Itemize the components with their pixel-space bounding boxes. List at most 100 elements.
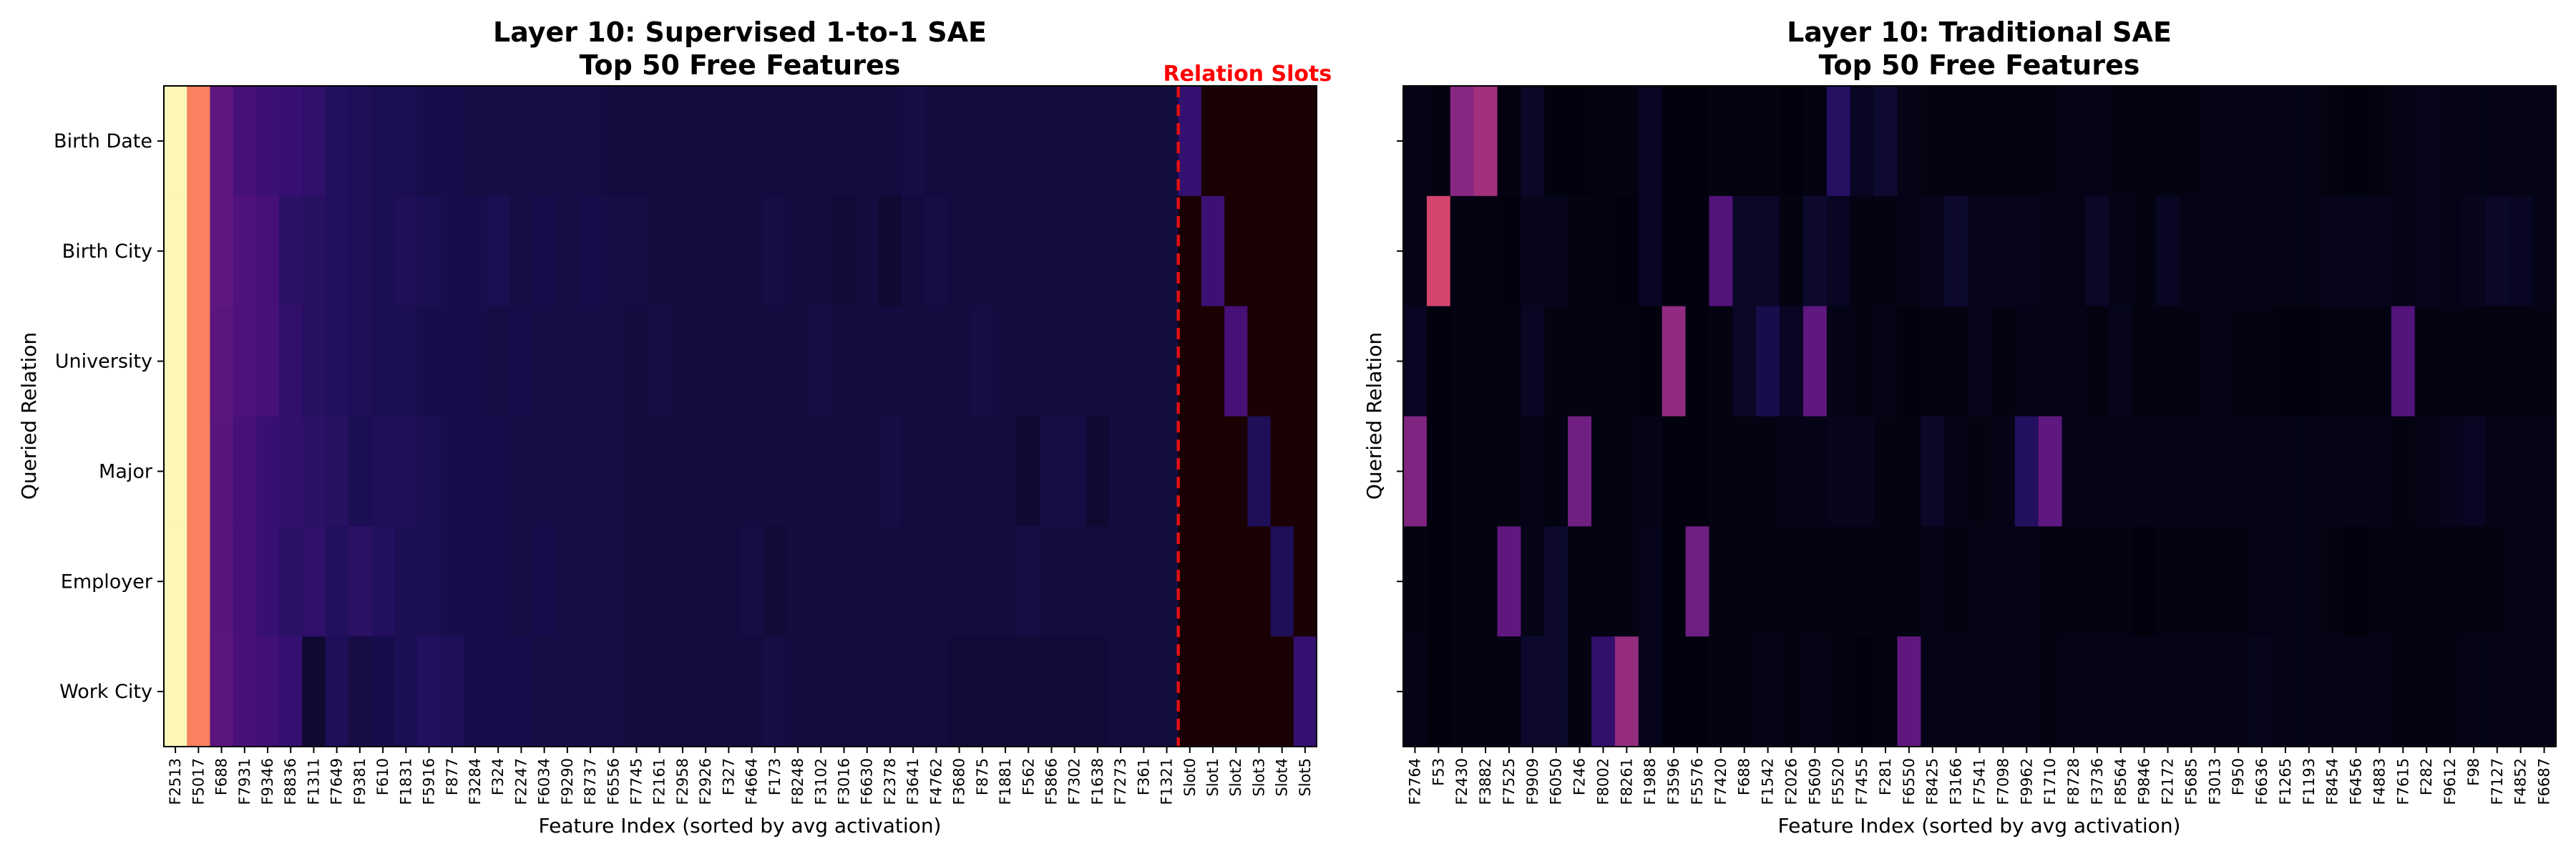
heatmap-cell [1921,636,1945,747]
heatmap-cell [2438,86,2463,197]
x-tick-label: F562 [1020,758,1037,795]
heatmap-cell [1732,416,1757,527]
heatmap-cell [1662,195,1687,307]
heatmap-cell [2462,526,2486,637]
heatmap-cell [1497,416,1521,527]
heatmap-cell [2109,86,2133,197]
heatmap-cell [2391,306,2416,417]
heatmap-cell [2414,526,2439,637]
heatmap-cell [2509,416,2533,527]
heatmap-cell [2014,526,2039,637]
heatmap-cell [1991,306,2016,417]
heatmap-cell [1802,526,1828,637]
heatmap-cell [1521,636,1545,747]
heatmap-cell [1968,86,1992,197]
y-tick-label: Work City [59,681,152,703]
heatmap-cell [648,416,672,527]
heatmap-cell [325,306,349,417]
heatmap-cell [1568,416,1592,527]
x-tick-label: F3013 [2206,758,2223,805]
heatmap-cell [1247,195,1272,307]
heatmap-cells [1403,86,2557,747]
heatmap-cell [1109,195,1133,307]
heatmap-cell [509,526,534,637]
heatmap-cell [1403,195,1428,307]
x-axis-label: Feature Index (sorted by avg activation) [1778,814,2181,838]
heatmap-cell [1991,526,2016,637]
heatmap-cell [1109,306,1133,417]
heatmap-cell [394,195,419,307]
heatmap-cell [1109,526,1133,637]
heatmap-cell [625,416,649,527]
heatmap-cell [1544,526,1568,637]
heatmap-cell [2038,195,2063,307]
heatmap-cell [1040,195,1064,307]
heatmap-cell [1497,86,1521,197]
heatmap-cell [1732,306,1757,417]
heatmap-cell [763,636,787,747]
heatmap-cell [1155,306,1179,417]
heatmap-cell [1732,86,1757,197]
heatmap-cell [2344,416,2368,527]
heatmap-cell [786,636,810,747]
heatmap-cell [763,86,787,197]
x-tick-label: F8261 [1618,758,1635,805]
heatmap-cell [648,526,672,637]
heatmap-cell [210,195,234,307]
heatmap-cell [1063,86,1087,197]
heatmap-cell [694,526,718,637]
heatmap-cell [2132,195,2157,307]
heatmap-cell [1826,306,1851,417]
heatmap-cell [1201,526,1225,637]
x-tick-label: F282 [2418,758,2435,795]
heatmap-cell [487,526,510,637]
heatmap-cell [2438,306,2463,417]
x-tick-label: F7420 [1712,758,1729,805]
heatmap-cell [532,636,557,747]
heatmap-cell [1802,86,1828,197]
heatmap-cell [1826,86,1851,197]
x-tick-label: F9290 [559,758,576,805]
x-tick-label: F281 [1877,758,1894,795]
x-tick-label: F4852 [2512,758,2529,805]
heatmap-cell [1017,306,1040,417]
heatmap-cell [1591,416,1616,527]
heatmap-cell [1568,306,1592,417]
heatmap-cell [1017,636,1040,747]
heatmap-cell [1591,526,1616,637]
x-tick-label: F8454 [2324,758,2341,805]
heatmap-cell [2532,86,2557,197]
heatmap-cell [487,86,510,197]
heatmap-cell [255,306,280,417]
heatmap-cell [255,526,280,637]
heatmap-cell [210,86,234,197]
heatmap-cell [1614,636,1639,747]
heatmap-cell [1826,416,1851,527]
heatmap-cell [2485,86,2509,197]
heatmap-cell [878,306,902,417]
heatmap-cell [2532,526,2557,637]
x-tick-label: F3284 [467,758,484,805]
heatmap-cell [1756,306,1780,417]
heatmap-cell [855,86,879,197]
heatmap-cell [1293,416,1317,527]
heatmap-cell [670,636,695,747]
heatmap-cell [210,636,234,747]
heatmap-cell [440,526,464,637]
heatmap-cell [602,86,625,197]
heatmap-cell [2109,195,2133,307]
heatmap-cell [578,306,602,417]
heatmap-cell [2438,636,2463,747]
heatmap-cell [1497,195,1521,307]
heatmap-cell [878,195,902,307]
heatmap-cell [832,636,857,747]
heatmap-cell [440,195,464,307]
heatmap-cell [2297,636,2321,747]
heatmap-cell [463,416,487,527]
heatmap-cell [279,636,303,747]
heatmap-cell [1544,195,1568,307]
x-tick-label: F688 [1736,758,1753,795]
heatmap-cell [2367,526,2392,637]
heatmap-cell [625,526,649,637]
heatmap-cell [1662,306,1687,417]
